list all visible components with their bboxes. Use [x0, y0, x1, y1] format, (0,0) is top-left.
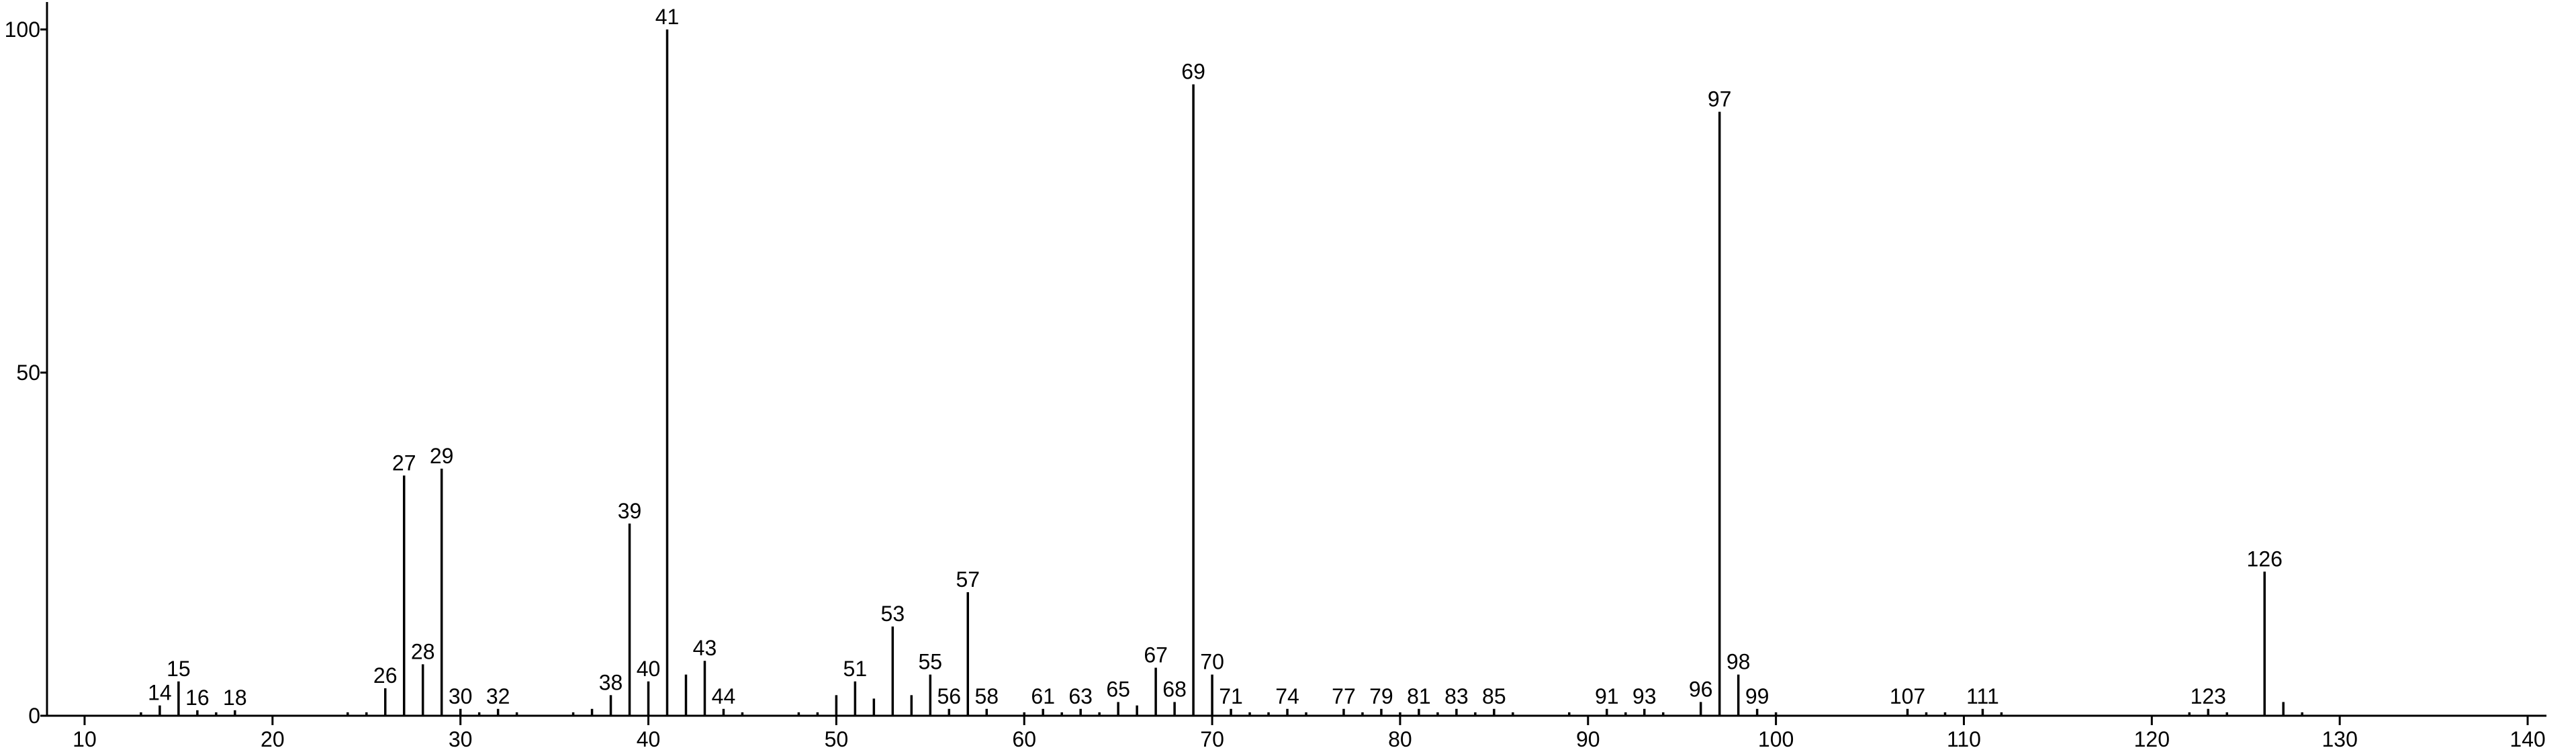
peak-label: 61 — [1031, 684, 1055, 708]
peak-label: 26 — [373, 663, 398, 688]
peak-label: 91 — [1595, 684, 1619, 708]
peak-label: 51 — [843, 657, 868, 681]
peak-label: 41 — [655, 5, 680, 29]
y-tick-label: 100 — [5, 17, 40, 42]
peak-label: 27 — [392, 451, 416, 475]
peak-label: 77 — [1332, 684, 1356, 708]
y-tick-label: 0 — [28, 704, 40, 728]
peak-label: 111 — [1966, 684, 1999, 708]
peak-label: 74 — [1275, 684, 1299, 708]
peak-label: 55 — [918, 650, 942, 674]
peak-label: 70 — [1200, 650, 1224, 674]
peak-label: 83 — [1444, 684, 1469, 708]
x-tick-label: 60 — [1012, 727, 1036, 751]
peak-label: 32 — [486, 684, 510, 708]
x-tick-label: 90 — [1576, 727, 1600, 751]
peak-label: 57 — [956, 567, 980, 592]
peak-label: 93 — [1632, 684, 1657, 708]
peak-label: 38 — [599, 670, 623, 694]
x-tick-label: 20 — [261, 727, 285, 751]
x-tick-label: 110 — [1947, 727, 1981, 751]
y-tick-label: 50 — [16, 361, 40, 385]
peak-label: 96 — [1689, 677, 1713, 702]
peak-label: 97 — [1708, 87, 1732, 111]
peak-label: 85 — [1482, 684, 1506, 708]
peak-label: 107 — [1890, 684, 1925, 708]
x-tick-label: 100 — [1758, 727, 1794, 751]
x-tick-label: 130 — [2321, 727, 2357, 751]
peak-label: 58 — [974, 684, 999, 708]
peak-label: 71 — [1219, 684, 1243, 708]
peak-label: 29 — [430, 444, 454, 468]
peak-label: 44 — [712, 684, 736, 708]
peak-label: 98 — [1727, 650, 1751, 674]
x-tick-label: 30 — [449, 727, 473, 751]
peak-label: 56 — [937, 684, 961, 708]
peak-label: 79 — [1369, 684, 1393, 708]
x-tick-label: 70 — [1200, 727, 1224, 751]
peak-label: 16 — [185, 686, 210, 710]
x-tick-label: 40 — [637, 727, 661, 751]
peak-label: 30 — [449, 684, 473, 708]
peak-label: 99 — [1745, 684, 1769, 708]
peak-label: 39 — [618, 499, 642, 523]
peak-label: 67 — [1144, 643, 1168, 667]
peak-label: 40 — [637, 657, 661, 681]
peak-label: 43 — [693, 636, 717, 660]
x-tick-label: 10 — [73, 727, 97, 751]
peak-label: 63 — [1068, 684, 1093, 708]
peak-label: 18 — [223, 686, 247, 710]
peak-label: 14 — [148, 681, 172, 705]
peak-label: 126 — [2247, 547, 2283, 571]
peak-label: 15 — [167, 657, 191, 681]
peak-label: 68 — [1162, 677, 1187, 702]
x-tick-label: 140 — [2510, 727, 2545, 751]
peak-label: 65 — [1106, 677, 1130, 702]
x-tick-label: 80 — [1388, 727, 1412, 751]
x-tick-label: 120 — [2134, 727, 2170, 751]
peak-label: 53 — [881, 602, 905, 626]
peak-label: 69 — [1181, 60, 1205, 84]
peak-label: 28 — [411, 639, 435, 663]
peak-label: 81 — [1407, 684, 1431, 708]
x-tick-label: 50 — [825, 727, 849, 751]
peak-label: 123 — [2191, 684, 2226, 708]
